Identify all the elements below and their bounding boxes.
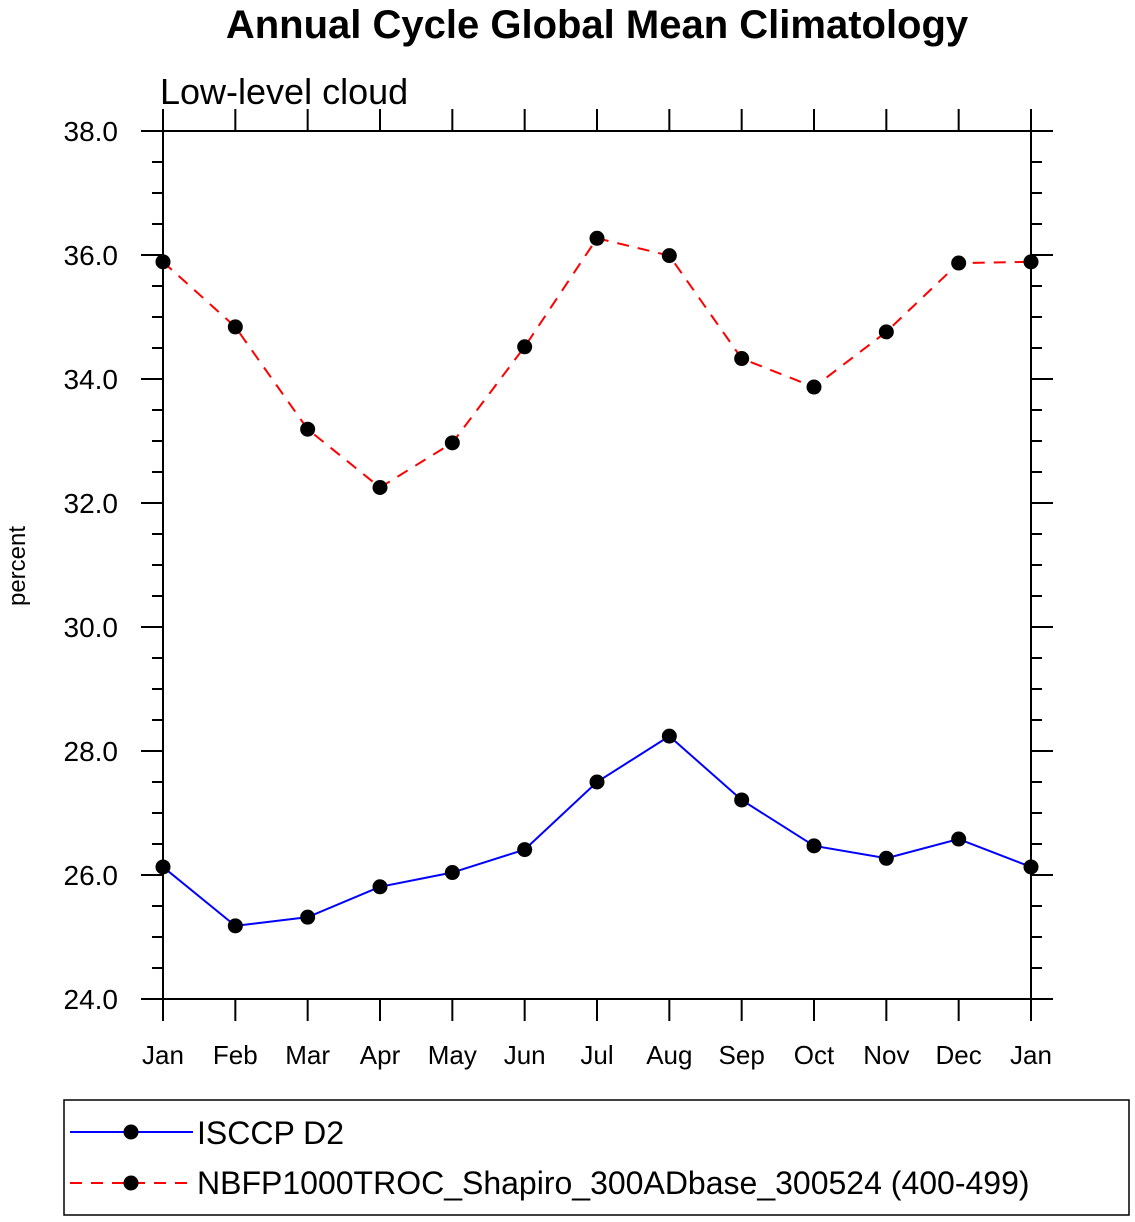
data-point-0 xyxy=(517,842,533,858)
x-tick-label: Jan xyxy=(142,1040,184,1070)
y-tick-label: 32.0 xyxy=(64,488,119,519)
legend-marker-isccp xyxy=(123,1124,139,1140)
data-point-1 xyxy=(372,480,388,495)
plot-frame xyxy=(162,130,1032,1000)
x-tick-label: Oct xyxy=(794,1040,835,1070)
data-point-0 xyxy=(444,865,460,881)
data-point-1 xyxy=(227,319,243,335)
data-point-1 xyxy=(589,230,605,246)
chart-title: Annual Cycle Global Mean Climatology xyxy=(226,3,969,47)
y-tick-label: 36.0 xyxy=(64,240,119,271)
axis-ticks xyxy=(141,109,1053,1021)
x-tick-label: Dec xyxy=(936,1040,982,1070)
legend-label-nbfp: NBFP1000TROC_Shapiro_300ADbase_300524 (4… xyxy=(197,1165,1030,1201)
data-point-0 xyxy=(372,879,388,895)
data-point-0 xyxy=(300,909,316,925)
x-tick-label: May xyxy=(428,1040,477,1070)
legend-marker-nbfp xyxy=(123,1175,139,1191)
data-point-0 xyxy=(661,728,677,744)
legend: ISCCP D2 NBFP1000TROC_Shapiro_300ADbase_… xyxy=(63,1099,1130,1216)
chart-subtitle: Low-level cloud xyxy=(160,71,408,112)
y-tick-label: 34.0 xyxy=(64,364,119,395)
x-tick-labels: Jan Feb Mar Apr May Jun Jul Aug Sep Oct Nov Dec Jan xyxy=(142,1040,1052,1070)
y-tick-label: 26.0 xyxy=(64,860,119,891)
data-point-0 xyxy=(734,792,750,808)
data-point-1 xyxy=(444,435,460,451)
y-tick-label: 30.0 xyxy=(64,612,119,643)
x-tick-label: Mar xyxy=(285,1040,330,1070)
x-tick-label: Apr xyxy=(360,1040,401,1070)
y-tick-label: 28.0 xyxy=(64,736,119,767)
series-line-1 xyxy=(162,237,1032,489)
plot-series xyxy=(155,230,1039,934)
data-point-1 xyxy=(806,379,822,395)
series-line-0 xyxy=(162,734,1032,927)
data-point-1 xyxy=(300,421,316,437)
y-tick-label: 38.0 xyxy=(64,116,119,147)
data-point-1 xyxy=(734,351,750,367)
data-point-0 xyxy=(951,831,967,847)
y-tick-label: 24.0 xyxy=(64,984,119,1015)
x-tick-label: Jun xyxy=(504,1040,546,1070)
x-tick-label: Aug xyxy=(646,1040,692,1070)
data-point-0 xyxy=(589,774,605,790)
legend-label-isccp: ISCCP D2 xyxy=(197,1115,344,1151)
x-tick-label: Sep xyxy=(719,1040,765,1070)
x-tick-label: Jan xyxy=(1010,1040,1052,1070)
x-tick-label: Feb xyxy=(213,1040,258,1070)
x-tick-label: Jul xyxy=(580,1040,613,1070)
y-axis-label: percent xyxy=(4,526,31,606)
data-point-1 xyxy=(661,248,677,264)
x-tick-label: Nov xyxy=(863,1040,909,1070)
data-point-1 xyxy=(951,255,967,271)
data-point-1 xyxy=(517,339,533,355)
data-point-0 xyxy=(806,838,822,854)
data-point-0 xyxy=(227,918,243,934)
data-point-1 xyxy=(878,324,894,340)
data-point-0 xyxy=(878,850,894,866)
legend-box xyxy=(63,1099,1130,1216)
y-tick-labels: 24.0 26.0 28.0 30.0 32.0 34.0 36.0 38.0 xyxy=(64,116,119,1015)
